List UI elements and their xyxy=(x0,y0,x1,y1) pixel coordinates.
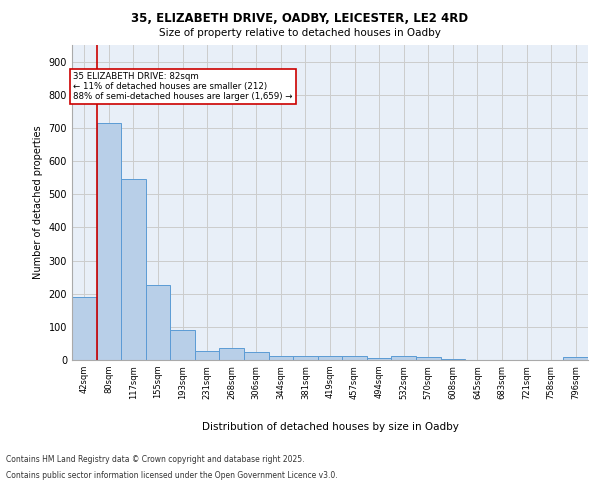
Bar xyxy=(416,358,440,360)
Text: Contains public sector information licensed under the Open Government Licence v3: Contains public sector information licen… xyxy=(6,470,338,480)
Bar xyxy=(244,352,269,360)
Bar xyxy=(342,356,367,360)
Y-axis label: Number of detached properties: Number of detached properties xyxy=(33,126,43,280)
Bar xyxy=(367,358,391,360)
Bar xyxy=(318,356,342,360)
Bar xyxy=(97,123,121,360)
Text: Distribution of detached houses by size in Oadby: Distribution of detached houses by size … xyxy=(202,422,458,432)
Bar xyxy=(220,348,244,360)
Text: 35, ELIZABETH DRIVE, OADBY, LEICESTER, LE2 4RD: 35, ELIZABETH DRIVE, OADBY, LEICESTER, L… xyxy=(131,12,469,26)
Bar xyxy=(170,330,195,360)
Text: Size of property relative to detached houses in Oadby: Size of property relative to detached ho… xyxy=(159,28,441,38)
Bar xyxy=(72,297,97,360)
Text: 35 ELIZABETH DRIVE: 82sqm
← 11% of detached houses are smaller (212)
88% of semi: 35 ELIZABETH DRIVE: 82sqm ← 11% of detac… xyxy=(73,72,293,102)
Text: Contains HM Land Registry data © Crown copyright and database right 2025.: Contains HM Land Registry data © Crown c… xyxy=(6,456,305,464)
Bar xyxy=(269,356,293,360)
Bar xyxy=(195,351,220,360)
Bar xyxy=(146,286,170,360)
Bar xyxy=(563,356,588,360)
Bar xyxy=(293,356,318,360)
Bar xyxy=(121,180,146,360)
Bar xyxy=(391,356,416,360)
